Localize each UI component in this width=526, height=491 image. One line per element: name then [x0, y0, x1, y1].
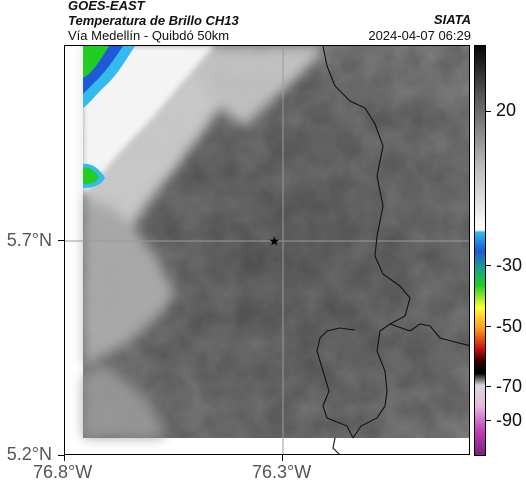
- colorbar-tick-label: -70: [496, 376, 523, 396]
- lon-tick-label: 76.3°W: [252, 462, 312, 482]
- lon-tick-mark: [64, 455, 65, 461]
- colorbar-tick-label: 20: [496, 100, 517, 120]
- colorbar-tick: [486, 386, 491, 387]
- lat-tick-label: 5.7°N: [6, 230, 52, 250]
- colorbar-tick: [486, 265, 491, 266]
- lat-tick-mark: [58, 240, 64, 241]
- admin-border-4: [332, 437, 340, 454]
- colorbar-svg: [475, 46, 485, 455]
- colorbar-gradient: [475, 46, 485, 455]
- colorbar-tick-label: -30: [496, 255, 523, 275]
- lat-tick-mark: [58, 455, 64, 456]
- colorbar: [474, 45, 486, 456]
- admin-border-2: [389, 323, 469, 347]
- product-title: Temperatura de Brillo CH13: [68, 13, 239, 28]
- colorbar-tick: [486, 111, 491, 112]
- satellite-map[interactable]: ★: [64, 45, 470, 455]
- lat-tick-label: 5.2°N: [6, 444, 52, 464]
- admin-border-3: [316, 327, 356, 439]
- location-marker: ★: [268, 234, 280, 249]
- colorbar-tick: [486, 326, 491, 327]
- lon-tick-mark: [282, 455, 283, 461]
- colorbar-tick-label: -90: [496, 410, 523, 430]
- region-title: Vía Medellín - Quibdó 50km: [68, 28, 230, 43]
- colorbar-tick-label: -50: [496, 316, 523, 336]
- colorbar-tick: [486, 420, 491, 421]
- admin-border: [322, 46, 411, 439]
- satellite-title: GOES-EAST: [68, 0, 145, 13]
- org-title: SIATA: [433, 12, 471, 27]
- datetime-label: 2024-04-07 06:29: [368, 28, 471, 43]
- lon-tick-label: 76.8°W: [33, 462, 93, 482]
- cold-cloud-tops: [83, 46, 135, 188]
- map-svg: ★: [65, 46, 469, 454]
